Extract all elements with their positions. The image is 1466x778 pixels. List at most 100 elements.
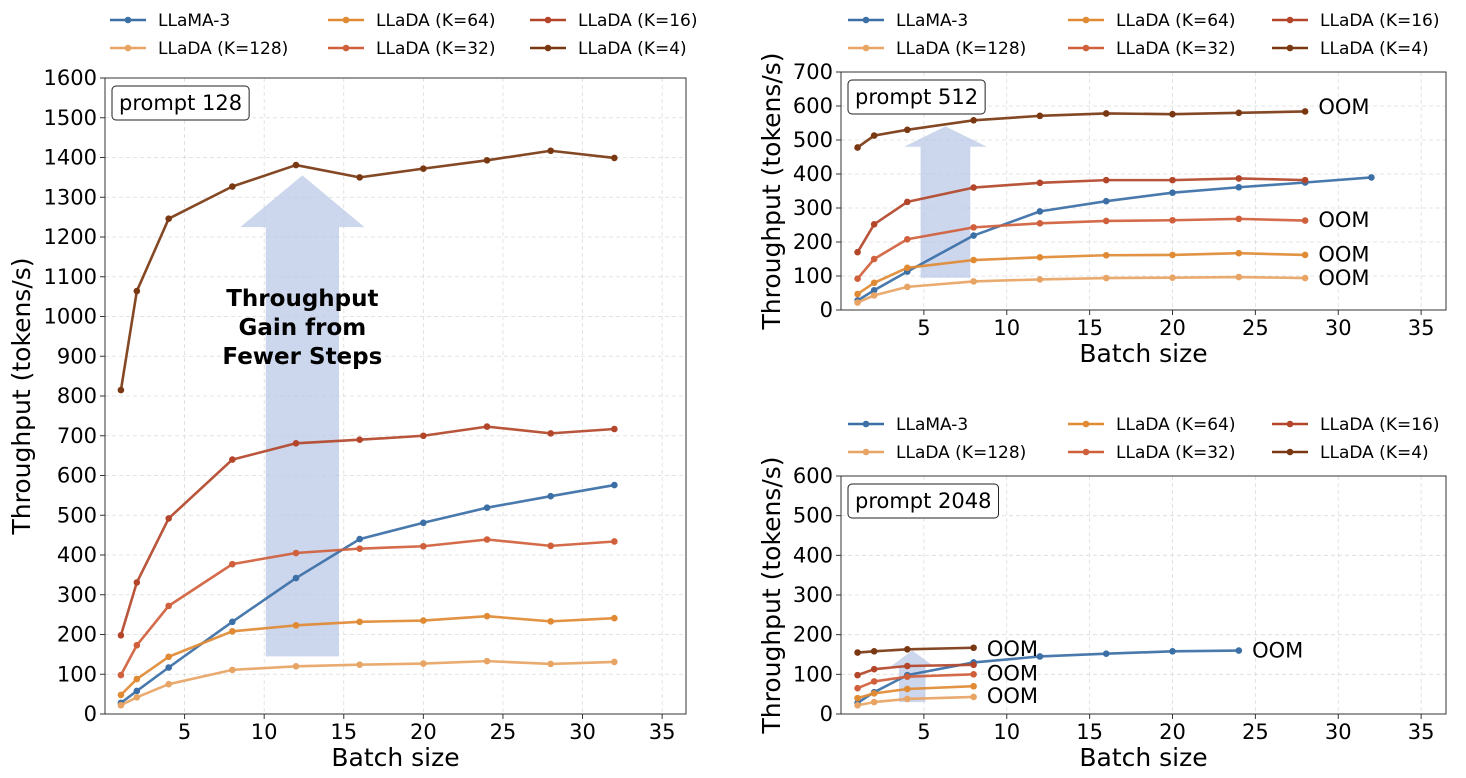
data-point xyxy=(356,661,363,669)
data-point xyxy=(229,183,236,190)
data-point xyxy=(854,671,861,679)
data-point xyxy=(483,612,491,620)
series-line xyxy=(857,673,974,690)
series-llada-k-4- xyxy=(854,108,1309,151)
data-point xyxy=(292,440,300,447)
series-line xyxy=(119,538,615,676)
x-tick-label: 10 xyxy=(251,720,278,744)
data-point xyxy=(229,666,236,674)
legend-label: LLaMA-3 xyxy=(158,11,230,31)
data-point xyxy=(854,694,861,702)
data-point xyxy=(229,560,236,568)
x-tick-label: 5 xyxy=(917,316,930,340)
data-point xyxy=(970,256,977,264)
data-point xyxy=(1102,110,1110,117)
prompt-annotation: prompt 2048 xyxy=(855,489,992,513)
data-point xyxy=(1235,273,1243,281)
data-point xyxy=(1368,174,1375,181)
arrow-label-line: Throughput xyxy=(226,286,378,312)
legend-label: LLaDA (K=16) xyxy=(1320,415,1439,435)
data-point xyxy=(904,264,911,272)
data-point xyxy=(1036,653,1044,660)
data-point xyxy=(420,542,427,550)
data-point xyxy=(356,618,363,626)
legend-marker xyxy=(862,448,870,456)
series-llada-k-16- xyxy=(117,423,618,639)
legend-marker xyxy=(862,44,870,52)
data-point xyxy=(133,675,141,683)
oom-label: OOM xyxy=(1318,95,1369,119)
data-point xyxy=(1301,176,1309,184)
data-point xyxy=(117,701,125,709)
data-point xyxy=(611,154,618,162)
legend-label: LLaMA-3 xyxy=(896,415,968,435)
y-tick-label: 700 xyxy=(793,60,833,84)
y-tick-label: 1200 xyxy=(44,225,97,249)
y-tick-label: 400 xyxy=(793,543,833,567)
series-line xyxy=(857,275,1306,304)
series-llada-k-32- xyxy=(854,671,977,692)
y-tick-label: 200 xyxy=(793,230,833,254)
x-tick-label: 5 xyxy=(178,720,191,744)
data-point xyxy=(547,542,554,550)
legend-label: LLaDA (K=4) xyxy=(1320,443,1429,463)
data-point xyxy=(904,235,911,243)
prompt-annotation: prompt 128 xyxy=(119,91,242,115)
data-point xyxy=(1102,251,1110,259)
data-point xyxy=(970,661,977,669)
data-point xyxy=(117,671,125,679)
data-point xyxy=(854,299,861,306)
data-point xyxy=(904,283,911,291)
data-point xyxy=(420,519,427,527)
data-point xyxy=(356,545,363,552)
data-point xyxy=(229,618,236,626)
data-point xyxy=(165,215,172,223)
x-tick-label: 25 xyxy=(490,720,517,744)
data-point xyxy=(854,275,861,283)
data-point xyxy=(133,641,141,649)
y-tick-label: 1400 xyxy=(44,146,97,170)
data-point xyxy=(870,255,878,263)
data-point xyxy=(870,678,878,685)
y-tick-label: 600 xyxy=(57,464,97,488)
data-point xyxy=(904,695,911,703)
legend-marker xyxy=(544,16,552,24)
y-tick-label: 0 xyxy=(84,702,97,726)
y-tick-label: 900 xyxy=(57,344,97,368)
data-point xyxy=(904,662,911,670)
data-point xyxy=(1235,109,1243,117)
y-tick-label: 500 xyxy=(57,503,97,527)
oom-label: OOM xyxy=(987,662,1038,686)
data-point xyxy=(117,631,125,639)
data-point xyxy=(854,701,861,709)
oom-label: OOM xyxy=(1318,266,1369,290)
series-line xyxy=(856,176,1372,302)
legend-marker xyxy=(862,420,870,428)
data-point xyxy=(854,684,861,692)
data-point xyxy=(1102,197,1110,205)
y-tick-label: 100 xyxy=(793,662,833,686)
y-tick-label: 0 xyxy=(820,298,833,322)
data-point xyxy=(870,648,878,655)
data-point xyxy=(133,694,141,701)
series-line xyxy=(120,659,615,707)
data-point xyxy=(165,602,172,610)
series-line xyxy=(857,663,974,677)
legend-label: LLaDA (K=64) xyxy=(1116,11,1235,31)
data-point xyxy=(1036,253,1044,261)
legend-label: LLaMA-3 xyxy=(896,11,968,31)
series-llada-k-128- xyxy=(854,693,977,709)
y-tick-label: 1100 xyxy=(44,265,97,289)
series-line xyxy=(119,425,615,636)
data-point xyxy=(970,671,977,678)
data-point xyxy=(1235,249,1243,257)
data-point xyxy=(970,644,977,652)
legend-marker xyxy=(862,16,870,24)
series-llada-k-32- xyxy=(117,536,618,679)
data-point xyxy=(1036,112,1044,120)
series-llada-k-64- xyxy=(117,612,618,699)
oom-label: OOM xyxy=(987,684,1038,708)
y-tick-label: 200 xyxy=(57,623,97,647)
legend-marker xyxy=(1082,448,1090,456)
